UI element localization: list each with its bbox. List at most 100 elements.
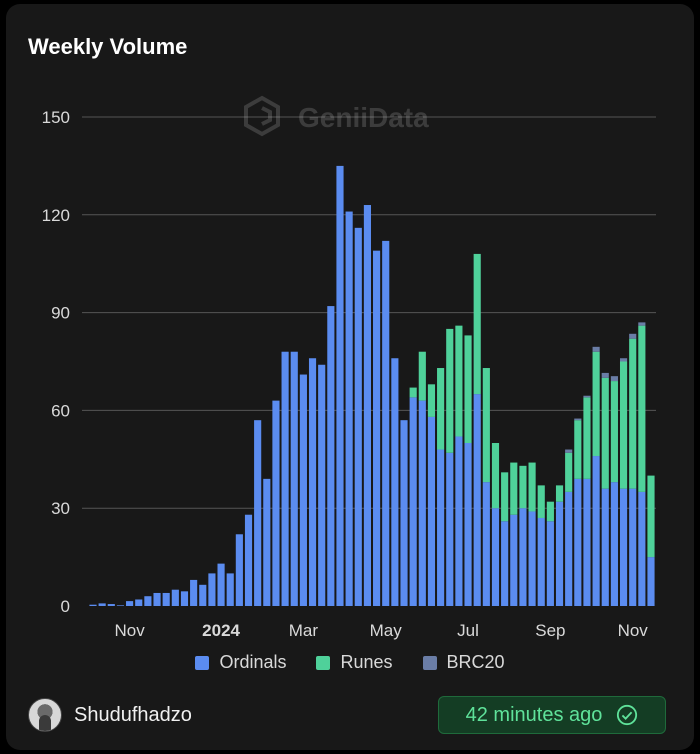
bar-ordinals[interactable] — [235, 534, 243, 606]
bar-ordinals[interactable] — [583, 478, 591, 606]
bar-runes[interactable] — [491, 443, 500, 509]
bar-runes[interactable] — [629, 338, 637, 489]
bar-ordinals[interactable] — [537, 517, 545, 606]
bar-runes[interactable] — [647, 475, 655, 558]
bar-ordinals[interactable] — [482, 482, 490, 606]
bar-ordinals[interactable] — [98, 603, 106, 606]
bar-ordinals[interactable] — [501, 521, 509, 606]
bar-ordinals[interactable] — [546, 521, 554, 606]
bar-ordinals[interactable] — [336, 165, 344, 606]
bar-ordinals[interactable] — [244, 514, 253, 606]
bar-ordinals[interactable] — [464, 443, 472, 606]
bar-runes[interactable] — [537, 485, 545, 518]
bar-ordinals[interactable] — [180, 591, 189, 606]
bar-runes[interactable] — [473, 253, 481, 395]
bar-ordinals[interactable] — [647, 557, 655, 606]
bar-runes[interactable] — [601, 377, 609, 489]
bar-brc20[interactable] — [565, 449, 573, 453]
bar-ordinals[interactable] — [473, 394, 481, 606]
bar-runes[interactable] — [446, 328, 454, 453]
bar-runes[interactable] — [619, 361, 628, 489]
bar-runes[interactable] — [555, 485, 564, 502]
bar-runes[interactable] — [528, 462, 536, 512]
bar-ordinals[interactable] — [638, 491, 646, 606]
bar-brc20[interactable] — [638, 322, 646, 326]
bar-runes[interactable] — [592, 351, 600, 457]
bar-brc20[interactable] — [610, 376, 618, 382]
bar-ordinals[interactable] — [619, 488, 628, 606]
bar-brc20[interactable] — [592, 346, 600, 352]
bar-ordinals[interactable] — [199, 584, 207, 606]
bar-ordinals[interactable] — [446, 452, 454, 606]
bar-runes[interactable] — [546, 501, 554, 522]
bar-ordinals[interactable] — [592, 456, 600, 606]
bar-brc20[interactable] — [601, 372, 609, 378]
bar-ordinals[interactable] — [391, 358, 399, 606]
bar-brc20[interactable] — [574, 418, 582, 421]
bar-runes[interactable] — [610, 381, 618, 483]
bar-ordinals[interactable] — [327, 306, 335, 606]
bar-ordinals[interactable] — [418, 400, 426, 606]
bar-ordinals[interactable] — [153, 592, 161, 606]
bar-runes[interactable] — [427, 384, 436, 417]
bar-ordinals[interactable] — [565, 491, 573, 606]
bar-ordinals[interactable] — [363, 205, 371, 606]
bar-ordinals[interactable] — [345, 211, 353, 607]
bar-ordinals[interactable] — [354, 227, 362, 606]
legend-item-runes[interactable]: Runes — [316, 652, 393, 673]
bar-ordinals[interactable] — [171, 589, 179, 606]
bar-ordinals[interactable] — [263, 478, 271, 606]
bar-ordinals[interactable] — [217, 563, 225, 606]
bar-runes[interactable] — [437, 368, 445, 450]
username[interactable]: Shudufhadzo — [74, 703, 192, 726]
bar-ordinals[interactable] — [126, 601, 134, 606]
bar-ordinals[interactable] — [574, 478, 582, 606]
bar-ordinals[interactable] — [409, 397, 417, 606]
legend-item-brc20[interactable]: BRC20 — [422, 652, 505, 673]
bar-brc20[interactable] — [583, 395, 591, 398]
legend-item-ordinals[interactable]: Ordinals — [195, 652, 286, 673]
bar-ordinals[interactable] — [555, 501, 564, 606]
bar-ordinals[interactable] — [519, 508, 527, 606]
bar-runes[interactable] — [510, 462, 518, 515]
bar-ordinals[interactable] — [382, 240, 390, 606]
bar-ordinals[interactable] — [226, 573, 234, 606]
bar-ordinals[interactable] — [318, 364, 326, 606]
bar-ordinals[interactable] — [299, 374, 307, 606]
bar-ordinals[interactable] — [290, 351, 298, 606]
bar-ordinals[interactable] — [610, 482, 618, 606]
bar-ordinals[interactable] — [281, 351, 289, 606]
bar-runes[interactable] — [501, 472, 509, 522]
bar-ordinals[interactable] — [190, 579, 198, 606]
bar-ordinals[interactable] — [455, 436, 463, 606]
bar-ordinals[interactable] — [308, 358, 317, 606]
bar-ordinals[interactable] — [254, 420, 262, 606]
bar-ordinals[interactable] — [491, 508, 500, 606]
bar-brc20[interactable] — [619, 358, 628, 362]
bar-runes[interactable] — [455, 325, 463, 437]
avatar[interactable] — [28, 698, 62, 732]
bar-ordinals[interactable] — [144, 596, 152, 606]
bar-runes[interactable] — [418, 351, 426, 401]
bar-ordinals[interactable] — [272, 400, 280, 606]
bar-ordinals[interactable] — [208, 573, 216, 606]
bar-brc20[interactable] — [629, 333, 637, 339]
bar-ordinals[interactable] — [601, 488, 609, 606]
bar-ordinals[interactable] — [89, 604, 97, 606]
bar-ordinals[interactable] — [629, 488, 637, 606]
bar-ordinals[interactable] — [427, 416, 436, 606]
bar-runes[interactable] — [409, 387, 417, 398]
bar-ordinals[interactable] — [528, 511, 536, 606]
bar-ordinals[interactable] — [135, 599, 143, 606]
bar-ordinals[interactable] — [116, 605, 125, 606]
bar-runes[interactable] — [565, 452, 573, 492]
bar-ordinals[interactable] — [373, 250, 381, 606]
bar-ordinals[interactable] — [107, 604, 115, 606]
bar-runes[interactable] — [464, 335, 472, 443]
footer-user[interactable]: Shudufhadzo — [28, 698, 192, 732]
bar-runes[interactable] — [574, 420, 582, 479]
bar-ordinals[interactable] — [510, 514, 518, 606]
bar-ordinals[interactable] — [162, 592, 170, 606]
bar-ordinals[interactable] — [437, 449, 445, 606]
bar-ordinals[interactable] — [400, 420, 408, 606]
